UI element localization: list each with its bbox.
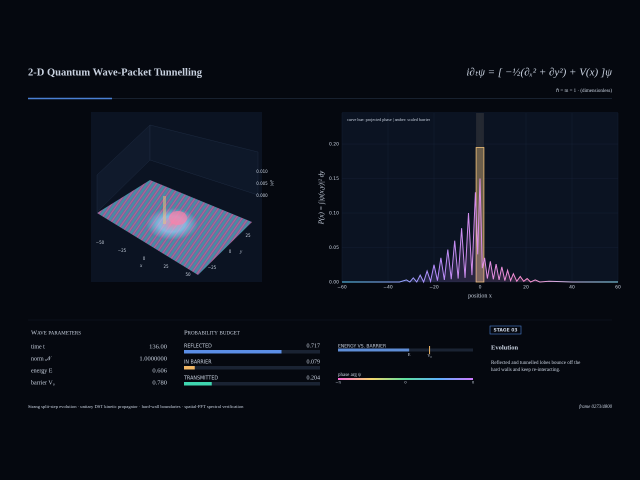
x-tick-label: 25 <box>163 264 169 269</box>
param-label: norm 𝒩 <box>31 355 52 362</box>
chart-annotation: curve hue: projected phase | amber: scal… <box>347 117 431 122</box>
section-title: Wave parameters <box>31 329 81 336</box>
param-value: 1.0000000 <box>139 355 167 362</box>
budget-track <box>184 366 320 370</box>
budget-bar <box>184 350 282 354</box>
gauge-label: ENERGY VS. BARRIER <box>338 344 386 350</box>
stage-title: Evolution <box>491 344 518 351</box>
x-tick-label: −20 <box>429 285 439 291</box>
z-tick-label: 0.000 <box>256 193 268 198</box>
surface-panel: −50 −25 0 25 50 −25 0 25 0.010 0.005 0.000 x y |ψ|² <box>91 112 274 282</box>
budget-value: 0.204 <box>307 375 321 381</box>
y-tick-label: 0 <box>229 249 232 254</box>
x-tick-label: 0 <box>479 285 482 291</box>
bottom-panel: Wave parameters Probability budget STAGE… <box>28 319 612 386</box>
x-tick-label: 40 <box>569 285 575 291</box>
y-axis-label: y <box>239 250 243 255</box>
phase-tick: −π <box>335 380 341 385</box>
equation: i∂ₜψ = [ −½(∂ₓ² + ∂y²) + V(x) ]ψ <box>466 67 612 79</box>
phase-bar <box>338 378 473 380</box>
x-tick-label: −40 <box>383 285 393 291</box>
frame-counter: frame 0273/4800 <box>579 405 613 410</box>
phase-tick: 0 <box>404 380 407 385</box>
stage-tag: STAGE 03 <box>493 328 517 334</box>
z-tick-label: 0.010 <box>256 169 268 174</box>
box-wall <box>149 124 259 196</box>
y-tick-label: 0.10 <box>329 211 339 217</box>
y-tick-label: −25 <box>208 265 217 270</box>
param-label: barrier V₀ <box>31 380 55 386</box>
phase-label: phase arg ψ <box>338 373 362 378</box>
units-note: ℏ = m = 1 · (dimensionless) <box>556 88 612 94</box>
stage-text: hard walls and keep re-interacting. <box>491 368 560 373</box>
budget-label: TRANSMITTED <box>183 376 218 382</box>
barrier-ridge <box>163 196 166 224</box>
x-tick-label: 0 <box>143 256 146 261</box>
density-area <box>342 178 618 282</box>
budget-value: 0.079 <box>307 359 321 365</box>
phase-tick: π <box>472 380 475 385</box>
budget-bar <box>184 382 212 386</box>
x-tick-label: 20 <box>523 285 529 291</box>
stage-tag-box <box>489 325 522 335</box>
x-tick-label: 60 <box>615 285 621 291</box>
y-axis-label: P(x) = ∫|ψ(x,y)|² dy <box>318 170 326 225</box>
z-tick-label: 0.005 <box>256 181 268 186</box>
page-title: 2-D Quantum Wave-Packet Tunnelling <box>28 67 203 78</box>
y-tick-label: 0.20 <box>329 142 339 148</box>
x-tick-label: −50 <box>96 240 105 245</box>
gauge-e-label: E <box>408 352 411 357</box>
footer-note: Strang split-step evolution · unitary DS… <box>28 404 244 409</box>
x-axis-label: position x <box>468 293 492 299</box>
gauge-energy <box>338 348 410 352</box>
budget-value: 0.717 <box>307 343 321 349</box>
budget-label: IN BARRIER <box>184 360 212 366</box>
budget-bar <box>184 366 195 370</box>
packet-peak <box>169 211 187 225</box>
budget-track <box>184 382 320 386</box>
param-label: energy E <box>31 368 53 374</box>
param-value: 0.780 <box>152 379 167 386</box>
x-tick-label: −60 <box>337 285 347 291</box>
y-tick-label: 25 <box>245 233 251 238</box>
section-title: Probability budget <box>184 329 240 336</box>
z-axis-label: |ψ|² <box>269 179 274 186</box>
param-label: time t <box>31 344 45 350</box>
x-tick-label: −25 <box>118 248 127 253</box>
chart: 0.00 0.05 0.10 0.15 0.20 −60 −40 −20 0 20 40 60 P(x)… <box>318 113 621 299</box>
y-tick-label: 0.00 <box>329 280 339 286</box>
x-tick-label: 50 <box>185 272 191 277</box>
gauge-v-label: V₀ <box>427 353 432 358</box>
density-curve <box>342 178 618 284</box>
stage-text: Reflected and tunnelled lobes bounce off… <box>491 361 581 366</box>
param-value: 136.00 <box>149 343 167 350</box>
param-value: 0.606 <box>152 367 167 374</box>
y-tick-label: 0.15 <box>329 176 339 182</box>
x-axis-label: x <box>139 264 143 269</box>
y-tick-label: 0.05 <box>329 245 339 251</box>
budget-label: REFLECTED <box>184 344 212 350</box>
